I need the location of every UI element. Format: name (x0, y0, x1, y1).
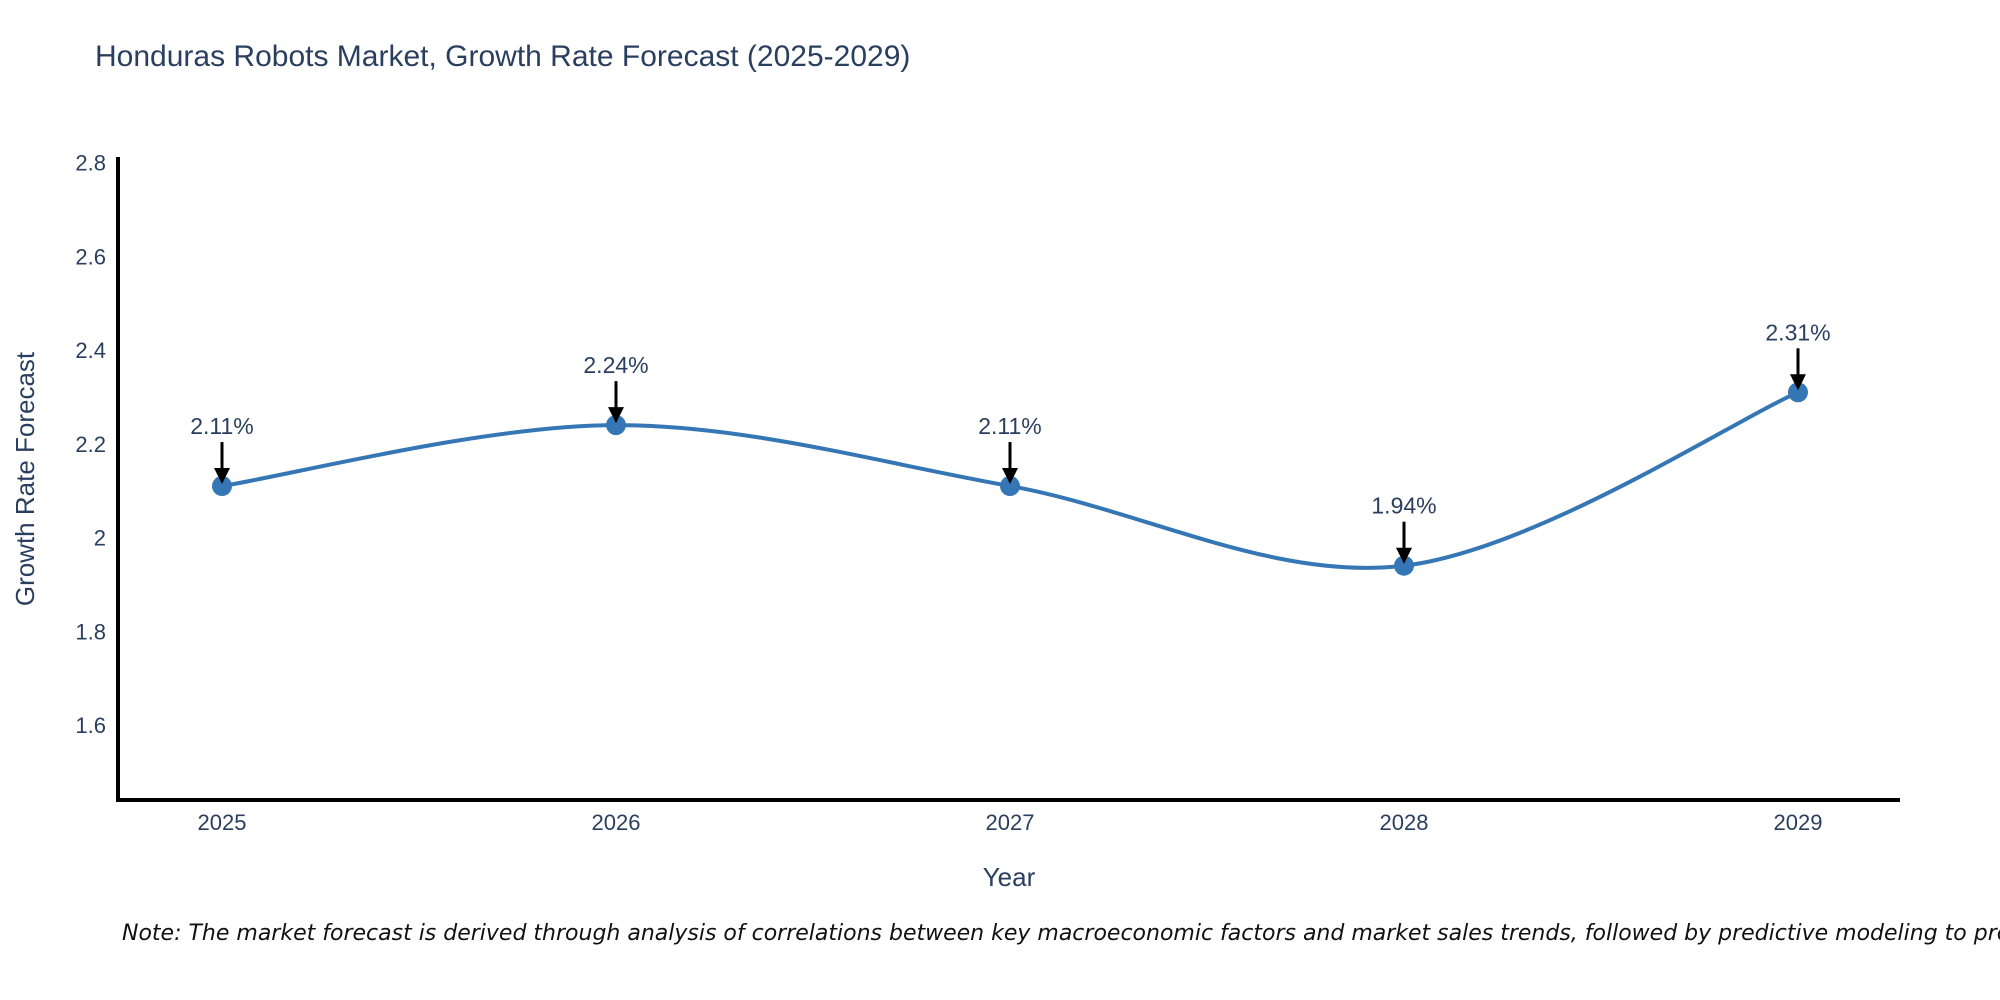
y-axis-title: Growth Rate Forecast (10, 351, 40, 606)
annotation-arrow-head (214, 468, 230, 485)
x-tick-label: 2026 (592, 810, 641, 835)
chart-title: Honduras Robots Market, Growth Rate Fore… (95, 40, 910, 73)
y-tick-label: 2.2 (75, 432, 106, 457)
y-tick-label: 2 (94, 526, 106, 551)
annotation-arrow-head (608, 407, 624, 424)
point-annotation-label: 2.24% (583, 352, 648, 378)
annotation-arrow-head (1790, 374, 1806, 391)
data-point-marker (1788, 382, 1808, 403)
y-tick-label: 2.4 (75, 338, 106, 363)
y-tick-label: 1.8 (75, 619, 106, 644)
annotation-arrow-head (1396, 547, 1412, 564)
footnote-text: Note: The market forecast is derived thr… (122, 921, 2000, 946)
data-point-marker (606, 415, 626, 436)
annotation-arrow-head (1002, 468, 1018, 485)
point-annotation-label: 2.31% (1765, 319, 1830, 345)
x-tick-label: 2028 (1380, 810, 1429, 835)
y-tick-label: 2.6 (75, 244, 106, 269)
point-annotation-label: 2.11% (978, 413, 1042, 439)
x-axis-title: Year (983, 862, 1036, 892)
x-tick-label: 2025 (198, 810, 247, 835)
y-tick-label: 2.8 (75, 151, 106, 176)
x-tick-label: 2029 (1774, 810, 1823, 835)
point-annotation-label: 1.94% (1371, 493, 1436, 519)
data-point-marker (212, 476, 232, 497)
x-tick-label: 2027 (986, 810, 1035, 835)
plot-area: 2.8 2.6 2.4 2.2 2 1.8 1.6 2025 2026 2027 2028 2029 2… (75, 151, 1830, 835)
data-point-marker (1394, 555, 1414, 576)
data-point-marker (1000, 476, 1020, 497)
point-annotation-label: 2.11% (190, 413, 254, 439)
y-tick-label: 1.6 (75, 713, 106, 738)
